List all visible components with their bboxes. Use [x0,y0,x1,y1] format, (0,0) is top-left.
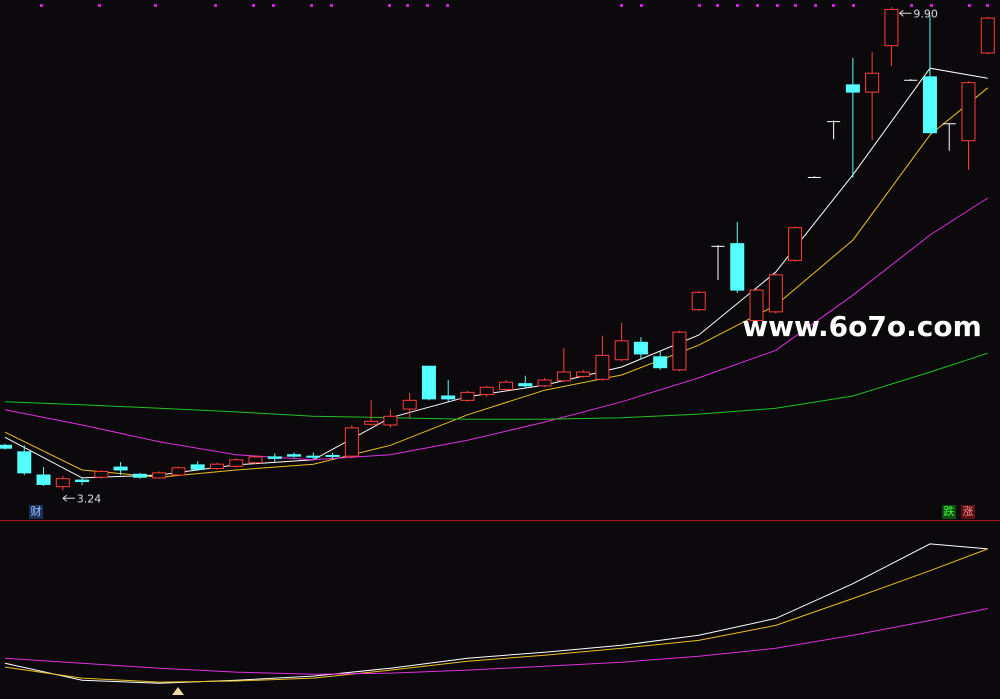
candle-body [0,444,12,449]
candle-body [827,121,841,123]
candle-body [325,454,340,457]
candle-body [942,123,956,125]
tag-box [942,505,956,519]
tag: 跌 [944,504,955,518]
candle-body [344,427,359,457]
candle-body [922,76,937,134]
candle-body [55,478,70,488]
candle-body [152,472,167,479]
indicator-line [4,87,989,478]
indicator-line [4,608,988,675]
candle-body [248,456,263,464]
candle-body [190,464,205,470]
candle-body [75,479,90,483]
candle-body [537,379,552,387]
indicator-line [4,352,988,420]
candle-body [595,354,610,380]
candle-body [441,395,456,400]
candle-body [961,82,976,142]
candle-body [383,415,398,426]
candle-body [556,371,571,382]
candle-body [171,467,186,476]
candle-body [980,17,995,54]
candle-body [691,291,706,311]
high-label: 9.90 [913,7,938,20]
candle-body [267,456,282,459]
tag-box [961,505,975,519]
candle-body [518,383,533,387]
candle-body [113,466,128,471]
candle-body [364,420,379,425]
candle-body [460,391,475,401]
candle-body [788,227,803,261]
tag-box [29,505,43,519]
arrow [899,9,912,17]
candle-body [209,463,224,470]
top-markers [40,4,989,7]
arrow [62,494,75,502]
candle-body [730,243,745,291]
signal-icon [172,687,184,695]
candle-body [865,72,880,93]
candle-body [287,454,302,457]
candle-body [17,451,32,474]
candle-body [845,84,860,93]
candle-body [807,176,821,178]
indicator-line [4,548,988,683]
candle-body [94,470,109,478]
candle-body [421,365,436,400]
indicator-line [4,197,989,461]
candle-body [479,386,494,396]
candle-body [499,381,514,390]
candle-body [36,474,51,485]
candle-body [904,79,918,81]
candle-body [653,356,668,369]
candle-body [768,274,783,313]
candle-body [672,331,687,371]
tag: 财 [31,504,42,518]
candle-body [711,245,725,247]
low-label: 3.24 [77,492,102,505]
candle-body [749,289,764,322]
candle-body [132,473,147,478]
indicator-line [4,543,988,684]
candle-body [633,341,648,355]
candle-body [229,459,244,467]
watermark: www.6o7o.com [742,310,982,343]
tag: 涨 [963,505,974,518]
candle-body [614,340,629,361]
candle-body [576,371,591,377]
candle-body [402,399,417,410]
candle-body [306,455,321,458]
candle-body [884,8,899,47]
